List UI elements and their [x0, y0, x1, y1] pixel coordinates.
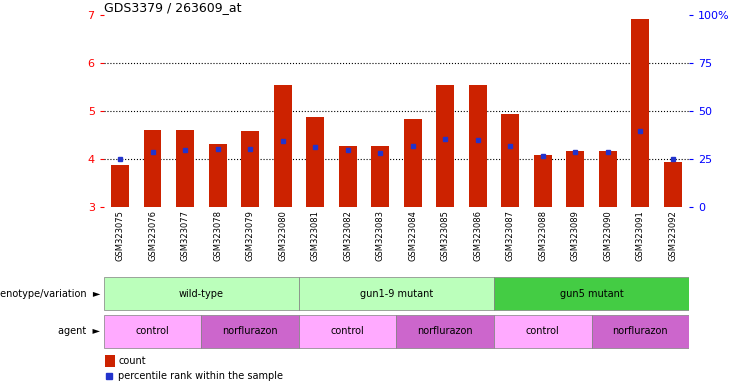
Bar [104, 277, 299, 310]
Text: GSM323088: GSM323088 [538, 210, 548, 261]
Bar [599, 151, 617, 207]
Bar [209, 144, 227, 207]
Text: GSM323080: GSM323080 [278, 210, 287, 261]
Bar [144, 130, 162, 207]
Bar [202, 315, 299, 348]
Bar [436, 85, 454, 207]
Text: GSM323084: GSM323084 [408, 210, 417, 261]
Text: GSM323092: GSM323092 [668, 210, 677, 261]
Bar [502, 114, 519, 207]
Bar [371, 146, 389, 207]
Text: GSM323083: GSM323083 [376, 210, 385, 261]
Bar [566, 151, 584, 207]
Text: GSM323079: GSM323079 [245, 210, 255, 261]
Bar [404, 119, 422, 207]
Text: count: count [119, 356, 146, 366]
Text: GSM323077: GSM323077 [181, 210, 190, 261]
Bar [273, 85, 291, 207]
Bar [105, 356, 116, 367]
Bar [176, 130, 194, 207]
Text: control: control [526, 326, 559, 336]
Bar [469, 85, 487, 207]
Bar [104, 315, 202, 348]
Text: gun5 mutant: gun5 mutant [559, 288, 623, 299]
Text: GSM323087: GSM323087 [506, 210, 515, 261]
Text: GSM323090: GSM323090 [603, 210, 612, 261]
Text: GSM323081: GSM323081 [310, 210, 319, 261]
Text: GSM323089: GSM323089 [571, 210, 579, 261]
Text: control: control [136, 326, 170, 336]
Bar [339, 146, 356, 207]
Bar [299, 277, 494, 310]
Text: GDS3379 / 263609_at: GDS3379 / 263609_at [104, 1, 242, 14]
Text: gun1-9 mutant: gun1-9 mutant [360, 288, 433, 299]
Text: GSM323091: GSM323091 [636, 210, 645, 261]
Text: GSM323076: GSM323076 [148, 210, 157, 261]
Text: norflurazon: norflurazon [613, 326, 668, 336]
Text: GSM323075: GSM323075 [116, 210, 124, 261]
Text: genotype/variation  ►: genotype/variation ► [0, 288, 100, 299]
Bar [111, 165, 129, 207]
Text: GSM323078: GSM323078 [213, 210, 222, 261]
Text: GSM323086: GSM323086 [473, 210, 482, 261]
Text: GSM323085: GSM323085 [441, 210, 450, 261]
Bar [396, 315, 494, 348]
Bar [241, 131, 259, 207]
Text: norflurazon: norflurazon [417, 326, 473, 336]
Bar [494, 277, 689, 310]
Bar [299, 315, 396, 348]
Bar [306, 117, 324, 207]
Text: control: control [330, 326, 365, 336]
Text: agent  ►: agent ► [58, 326, 100, 336]
Bar [591, 315, 689, 348]
Text: norflurazon: norflurazon [222, 326, 278, 336]
Bar [631, 19, 649, 207]
Bar [494, 315, 591, 348]
Bar [534, 155, 552, 207]
Text: percentile rank within the sample: percentile rank within the sample [119, 371, 283, 381]
Text: wild-type: wild-type [179, 288, 224, 299]
Text: GSM323082: GSM323082 [343, 210, 352, 261]
Bar [664, 162, 682, 207]
